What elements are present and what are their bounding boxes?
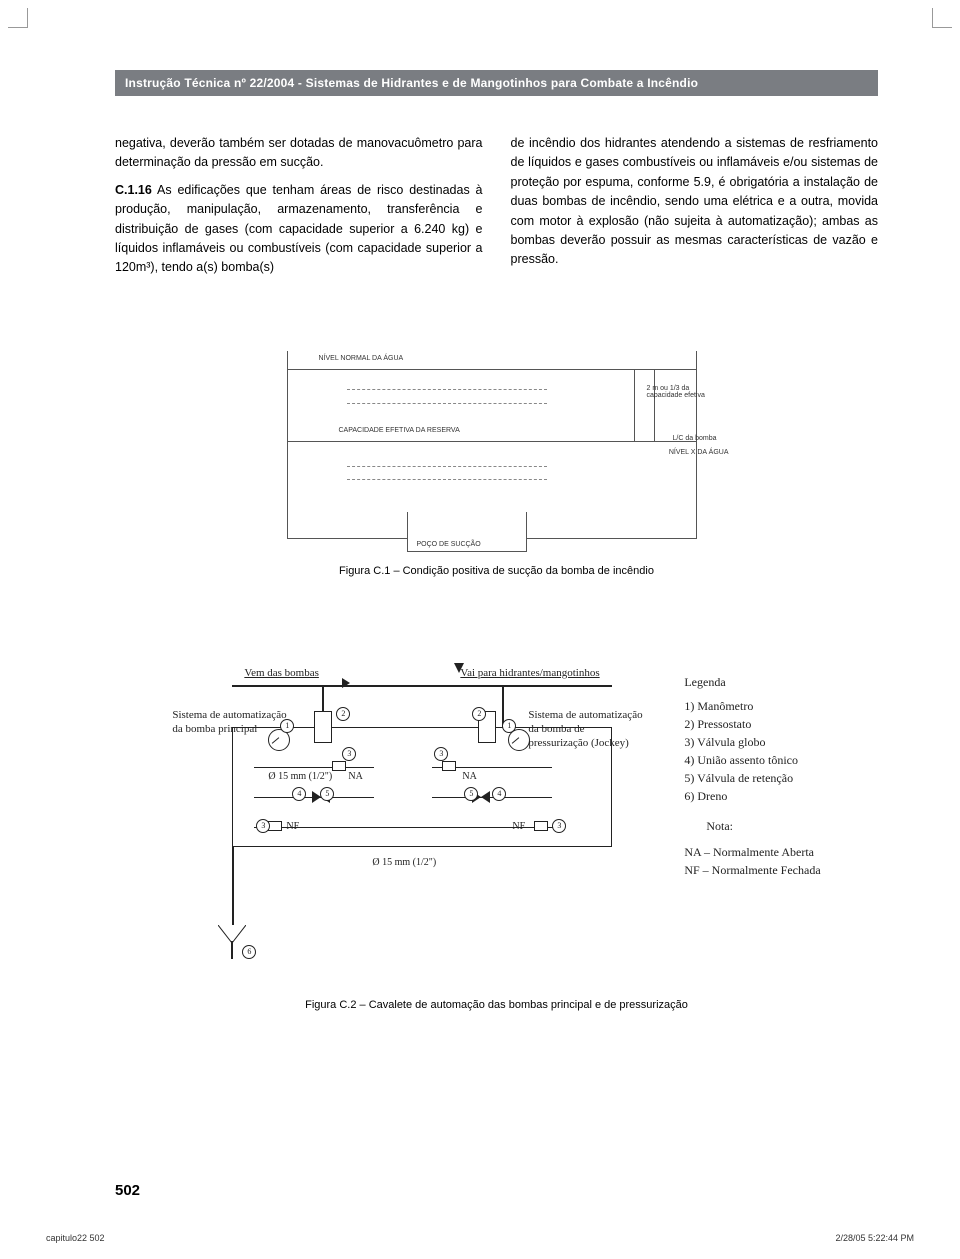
figure-c1: NÍVEL NORMAL DA ÁGUA CAPACIDADE EFETIVA … <box>115 341 878 577</box>
header-bar: Instrução Técnica nº 22/2004 - Sistemas … <box>115 70 878 96</box>
body-columns: negativa, deverão também ser dotadas de … <box>115 134 878 286</box>
paragraph: C.1.16 As edificações que tenham áreas d… <box>115 181 483 278</box>
label-pipe-upper: Ø 15 mm (1/2") <box>268 771 332 782</box>
label-capacidade: CAPACIDADE EFETIVA DA RESERVA <box>339 427 460 434</box>
callout-2: 2 <box>336 707 350 721</box>
section-number: C.1.16 <box>115 183 152 197</box>
pipe <box>231 941 233 959</box>
label-vem-bombas: Vem das bombas <box>244 667 319 679</box>
callout-6: 6 <box>242 945 256 959</box>
legend-note-item: NA – Normalmente Aberta <box>684 843 820 861</box>
footer-right: 2/28/05 5:22:44 PM <box>835 1233 914 1243</box>
callout-1: 1 <box>502 719 516 733</box>
pipe <box>254 767 374 768</box>
label-na: NA <box>348 771 362 782</box>
dashed-line <box>347 479 547 480</box>
legend-title: Legenda <box>684 673 820 691</box>
label-right-2: L/C da bomba <box>673 435 717 442</box>
dashed-line <box>347 466 547 467</box>
pressostat-box <box>314 711 332 743</box>
water-level-line <box>287 369 697 370</box>
extent-arrow <box>634 369 635 441</box>
label-vai-hidrantes: Vai para hidrantes/mangotinhos <box>460 667 599 679</box>
right-column: de incêndio dos hidrantes atendendo a si… <box>511 134 879 286</box>
dashed-line <box>347 403 547 404</box>
label-nf: NF <box>286 821 299 832</box>
page: Instrução Técnica nº 22/2004 - Sistemas … <box>0 0 960 1259</box>
figure-c2-diagram: Vem das bombas Vai para hidrantes/mangot… <box>172 667 662 977</box>
dashed-line <box>347 389 547 390</box>
callout-5: 5 <box>464 787 478 801</box>
figure-c2-caption: Figura C.2 – Cavalete de automação das b… <box>115 999 878 1011</box>
callout-2: 2 <box>472 707 486 721</box>
figure-c2-legend: Legenda 1) Manômetro 2) Pressostato 3) V… <box>684 667 820 879</box>
label-right-1: 2 m ou 1/3 da capacidade efetiva <box>647 385 717 399</box>
footer-left: capitulo22 502 <box>46 1233 105 1243</box>
valve-globo <box>332 761 346 771</box>
pipe-main <box>232 685 612 687</box>
paragraph-text: As edificações que tenham áreas de risco… <box>115 183 483 275</box>
legend-item: 4) União assento tônico <box>684 751 820 769</box>
legend-nota: Nota: <box>706 817 820 835</box>
figure-c1-diagram: NÍVEL NORMAL DA ÁGUA CAPACIDADE EFETIVA … <box>277 341 717 551</box>
callout-3: 3 <box>342 747 356 761</box>
callout-3: 3 <box>256 819 270 833</box>
callout-4: 4 <box>492 787 506 801</box>
legend-item: 2) Pressostato <box>684 715 820 733</box>
figure-c2: Vem das bombas Vai para hidrantes/mangot… <box>115 667 878 977</box>
valve-globo <box>534 821 548 831</box>
paragraph: negativa, deverão também ser dotadas de … <box>115 134 483 173</box>
legend-item: 1) Manômetro <box>684 697 820 715</box>
callout-3: 3 <box>552 819 566 833</box>
paragraph: de incêndio dos hidrantes atendendo a si… <box>511 134 879 270</box>
callout-3: 3 <box>434 747 448 761</box>
legend-item: 5) Válvula de retenção <box>684 769 820 787</box>
page-number: 502 <box>115 1182 140 1199</box>
label-nivel-normal: NÍVEL NORMAL DA ÁGUA <box>319 355 404 362</box>
tank-outline <box>287 351 697 539</box>
arrow-icon <box>342 678 350 688</box>
legend-item: 6) Dreno <box>684 787 820 805</box>
label-sys-left: Sistema de automatização <box>172 709 286 721</box>
callout-4: 4 <box>292 787 306 801</box>
footer: capitulo22 502 2/28/05 5:22:44 PM <box>46 1233 914 1243</box>
extent-arrow <box>654 369 655 441</box>
figure-c1-caption: Figura C.1 – Condição positiva de sucção… <box>115 565 878 577</box>
label-poco: POÇO DE SUCÇÃO <box>417 541 481 548</box>
label-nf: NF <box>512 821 525 832</box>
mid-level-line <box>287 441 697 442</box>
label-pipe-lower: Ø 15 mm (1/2") <box>372 857 436 868</box>
callout-5: 5 <box>320 787 334 801</box>
label-right-3: NÍVEL X DA ÁGUA <box>669 449 729 456</box>
legend-item: 3) Válvula globo <box>684 733 820 751</box>
figure-c2-caption-wrap: Figura C.2 – Cavalete de automação das b… <box>115 999 878 1011</box>
left-column: negativa, deverão também ser dotadas de … <box>115 134 483 286</box>
valve-globo <box>268 821 282 831</box>
pipe <box>232 847 234 937</box>
legend-note-item: NF – Normalmente Fechada <box>684 861 820 879</box>
valve-globo <box>442 761 456 771</box>
label-na: NA <box>462 771 476 782</box>
callout-1: 1 <box>280 719 294 733</box>
label-sys-right: Sistema de automatização <box>528 709 642 721</box>
